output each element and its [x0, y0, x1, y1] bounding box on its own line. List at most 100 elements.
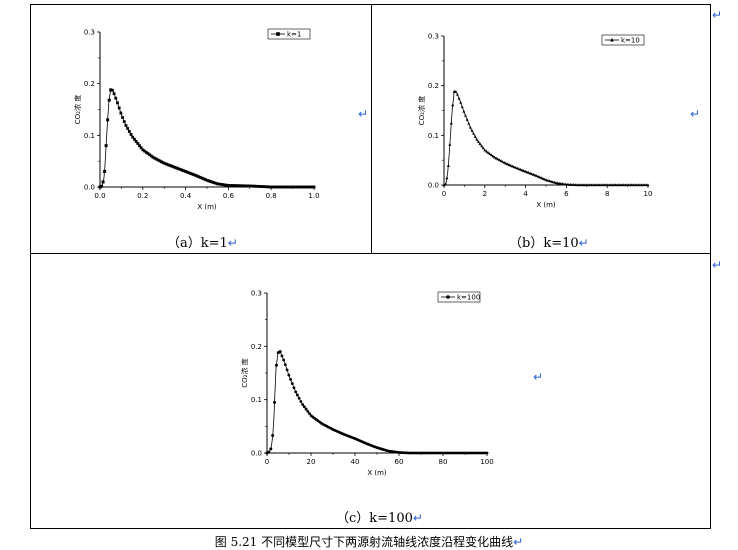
- y-tick-label: 0.2: [251, 343, 262, 351]
- data-point: [294, 390, 298, 394]
- data-point: [268, 185, 272, 189]
- data-point: [274, 363, 278, 367]
- x-tick-label: 60: [395, 458, 404, 466]
- legend-label: k=10: [621, 37, 640, 45]
- data-point: [143, 149, 146, 153]
- data-point: [121, 116, 124, 119]
- figure-caption: 图 5.21 不同模型尺寸下两源射流轴线浓度沿程变化曲线↵: [214, 535, 524, 549]
- data-point: [236, 184, 240, 188]
- data-point: [131, 135, 135, 139]
- data-point: [459, 100, 463, 104]
- data-point: [299, 400, 303, 403]
- legend: k=10: [601, 34, 645, 46]
- para-mark-b-mid: ↵: [690, 107, 701, 121]
- data-point: [462, 109, 466, 113]
- legend-box: [601, 34, 645, 46]
- y-tick-label: 0.2: [84, 80, 95, 88]
- data-point: [304, 185, 307, 189]
- data-point: [525, 170, 529, 174]
- data-point: [214, 181, 218, 185]
- data-point: [209, 180, 213, 183]
- data-point: [271, 433, 275, 437]
- data-point: [506, 162, 509, 166]
- data-point: [499, 159, 503, 163]
- data-point: [312, 185, 316, 189]
- data-point: [483, 148, 487, 152]
- data-point: [109, 88, 113, 92]
- data-point: [127, 130, 131, 133]
- data-point: [199, 176, 202, 179]
- y-tick-label: 0.0: [84, 184, 95, 192]
- data-point: [290, 382, 294, 385]
- data-point: [117, 106, 121, 110]
- data-point: [443, 182, 447, 186]
- data-point: [216, 182, 219, 186]
- y-axis-label: CO₂浓 度: [417, 96, 426, 125]
- y-tick-label: 0.3: [84, 29, 95, 37]
- data-point: [149, 154, 153, 158]
- data-point: [173, 166, 177, 169]
- data-point: [110, 88, 114, 92]
- y-axis-label: CO₂浓 度: [240, 358, 249, 387]
- data-point: [306, 409, 310, 413]
- data-point: [165, 162, 169, 166]
- data-point: [448, 142, 452, 146]
- data-point: [445, 176, 449, 180]
- data-point: [182, 169, 185, 173]
- data-point: [528, 171, 532, 175]
- data-point: [295, 185, 299, 189]
- data-point: [261, 185, 265, 189]
- data-point: [175, 166, 179, 170]
- data-point: [470, 128, 474, 132]
- x-tick-label: 0.4: [180, 192, 192, 200]
- data-point: [194, 173, 197, 177]
- data-point: [293, 185, 297, 189]
- data-point: [522, 169, 526, 172]
- legend-marker: [276, 32, 280, 36]
- data-point: [475, 137, 479, 141]
- data-point: [285, 368, 289, 372]
- data-point: [535, 174, 538, 178]
- data-point: [531, 172, 535, 176]
- x-tick-label: 8: [605, 190, 609, 198]
- data-point: [296, 393, 299, 397]
- data-point: [204, 178, 207, 182]
- data-point: [153, 156, 157, 160]
- data-point: [543, 177, 547, 181]
- data-point: [266, 185, 270, 189]
- data-point: [302, 405, 306, 409]
- data-point: [454, 89, 458, 93]
- data-point: [280, 354, 284, 358]
- data-point: [271, 185, 275, 189]
- data-point: [166, 163, 170, 167]
- data-point: [520, 168, 524, 172]
- data-point: [122, 120, 126, 123]
- panel-b-caption: （b）k=10↵: [509, 236, 589, 251]
- data-point: [464, 113, 467, 117]
- data-point: [144, 150, 148, 154]
- data-point: [195, 174, 199, 178]
- data-point: [549, 179, 553, 183]
- x-tick-label: 6: [564, 190, 569, 198]
- data-point: [460, 105, 464, 109]
- data-point: [112, 92, 116, 96]
- legend-marker: [446, 295, 450, 299]
- data-point: [104, 144, 108, 148]
- data-point: [249, 184, 253, 188]
- data-point: [160, 160, 163, 164]
- legend-box: [267, 28, 311, 40]
- legend-label: k=100: [457, 294, 480, 302]
- data-point: [212, 181, 216, 185]
- data-point: [260, 185, 263, 188]
- data-point: [129, 133, 133, 136]
- data-point: [481, 146, 485, 150]
- data-point: [300, 185, 304, 189]
- data-point: [485, 451, 489, 455]
- legend-label: k=1: [287, 31, 301, 39]
- data-point: [270, 185, 274, 189]
- data-point: [170, 164, 174, 168]
- data-point: [283, 363, 287, 367]
- y-tick-label: 0.1: [84, 132, 95, 140]
- data-point: [155, 157, 158, 161]
- data-point: [119, 111, 123, 115]
